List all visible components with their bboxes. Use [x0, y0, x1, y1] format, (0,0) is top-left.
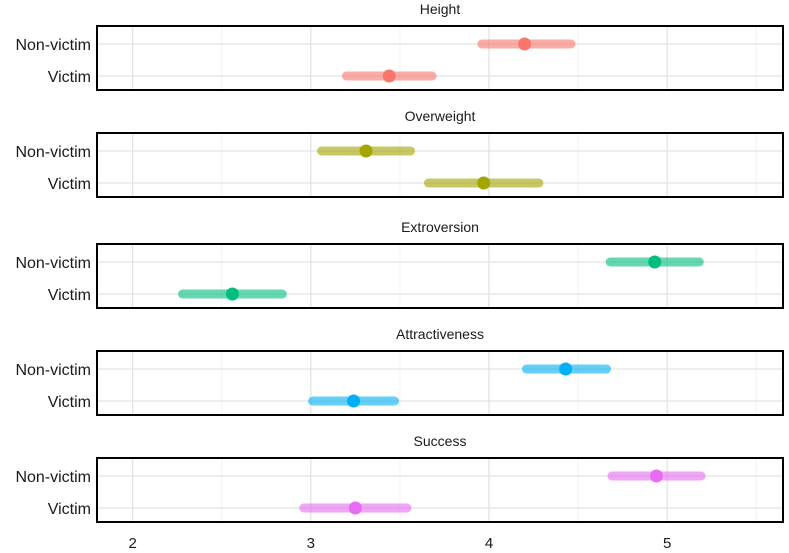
facet-title: Height [420, 1, 461, 17]
point-estimate [649, 469, 663, 483]
panel-border [96, 25, 784, 91]
category-label: Non-victim [15, 362, 91, 379]
facet-panel-extroversion: Extroversion Non-victim Victim [15, 219, 784, 309]
facet-title: Success [414, 433, 467, 449]
category-label: Victim [48, 501, 91, 518]
point-estimate [348, 501, 362, 515]
facet-panel-height: Height Non-victim Victim [15, 1, 784, 91]
panel-border [96, 132, 784, 198]
category-label: Non-victim [15, 144, 91, 161]
category-label: Non-victim [15, 255, 91, 272]
facet-title: Overweight [405, 108, 476, 124]
facet-title: Extroversion [401, 219, 479, 235]
panel-border [96, 243, 784, 309]
category-label: Victim [48, 176, 91, 193]
facet-panel-overweight: Overweight Non-victim Victim [15, 108, 784, 198]
point-estimate [559, 362, 573, 376]
point-estimate [518, 37, 532, 51]
x-tick-label: 5 [663, 535, 671, 552]
category-label: Victim [48, 394, 91, 411]
point-estimate [382, 69, 396, 83]
point-estimate [225, 287, 239, 301]
facet-title: Attractiveness [396, 326, 484, 342]
category-label: Non-victim [15, 469, 91, 486]
point-estimate [648, 255, 662, 269]
category-label: Victim [48, 69, 91, 86]
point-estimate [347, 394, 361, 408]
point-estimate [359, 144, 373, 158]
category-label: Non-victim [15, 37, 91, 54]
facet-panel-success: Success Non-victim Victim [15, 433, 784, 523]
panel-border [96, 457, 784, 523]
facet-panel-attractiveness: Attractiveness Non-victim Victim [15, 326, 784, 416]
x-tick-label: 3 [307, 535, 315, 552]
category-label: Victim [48, 287, 91, 304]
x-tick-label: 2 [128, 535, 136, 552]
panel-border [96, 350, 784, 416]
x-tick-label: 4 [485, 535, 493, 552]
point-estimate [477, 176, 491, 190]
